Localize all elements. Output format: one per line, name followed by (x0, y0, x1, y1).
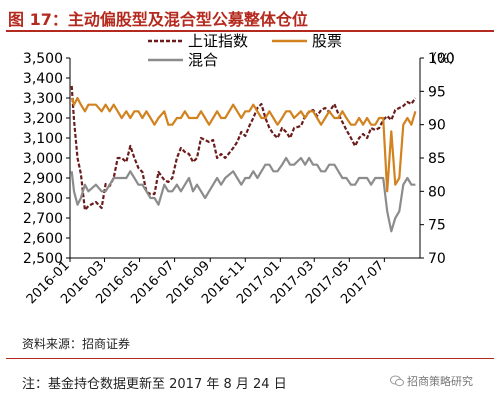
y-right-tick-label: 75 (428, 218, 446, 234)
y-left-tick-label: 3,100 (23, 131, 63, 147)
title-divider (6, 30, 494, 32)
y-left-tick-label: 2,900 (23, 171, 63, 187)
y-right-tick-label: 90 (428, 118, 446, 134)
footer-divider (6, 358, 494, 359)
y-left-tick-label: 2,500 (23, 251, 63, 267)
chart: 2,500 2,600 2,700 2,800 2,900 3,000 3,100 3,200… (23, 32, 462, 307)
y-right-tick-label: 85 (428, 151, 446, 167)
y-right-tick-label: 80 (428, 184, 446, 200)
legend-label: 混合 (188, 51, 218, 69)
series-line-上证指数 (70, 85, 417, 212)
plot-area: 2,500 2,600 2,700 2,800 2,900 3,000 3,100 3,200… (23, 32, 462, 307)
y-right-tick-label: 95 (428, 84, 446, 100)
y-right-unit: （%） (424, 52, 462, 67)
y-left-tick-label: 2,600 (23, 231, 63, 247)
y-left-tick-label: 2,700 (23, 211, 63, 227)
y-right-tick-label: 70 (428, 251, 446, 267)
data-update-note: 注：基金持仓数据更新至 2017 年 8 月 24 日 (22, 377, 287, 392)
y-right-tick-label: 100 (428, 51, 455, 67)
legend-label: 上证指数 (188, 32, 248, 50)
watermark: 招商策略研究 (390, 373, 473, 389)
legend-label: 股票 (312, 32, 342, 50)
wechat-icon (390, 375, 404, 387)
y-left-tick-label: 3,300 (23, 91, 63, 107)
watermark-text: 招商策略研究 (407, 375, 473, 388)
y-left-tick-label: 3,000 (23, 151, 63, 167)
chart-title: 图 17：主动偏股型及混合型公募整体仓位 (8, 10, 308, 29)
y-left-tick-label: 2,800 (23, 191, 63, 207)
series-line-股票 (70, 96, 417, 193)
series-line-混合 (70, 156, 416, 233)
y-left-tick-label: 3,500 (23, 51, 63, 67)
y-left-tick-label: 3,200 (23, 111, 63, 127)
source-note: 资料来源：招商证券 (22, 337, 131, 351)
y-left-tick-label: 3,400 (23, 71, 63, 87)
